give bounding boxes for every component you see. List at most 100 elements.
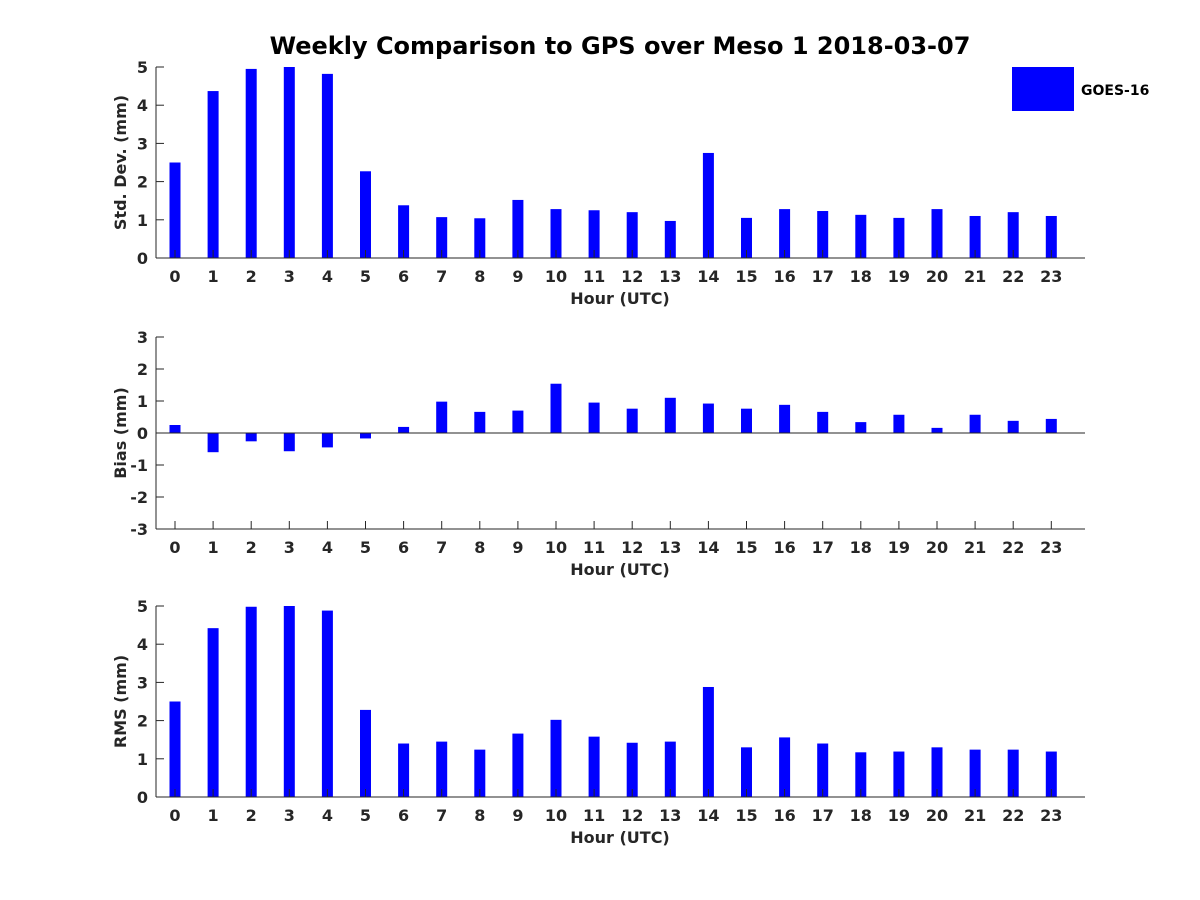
rms-bar-3 bbox=[283, 606, 295, 797]
bias-x-tick-label: 5 bbox=[360, 538, 371, 557]
std-x-tick-label: 12 bbox=[621, 267, 643, 286]
bias-x-tick-label: 10 bbox=[545, 538, 567, 557]
rms-bar-22 bbox=[1007, 749, 1019, 797]
bias-x-tick-label: 16 bbox=[773, 538, 795, 557]
std-bar-11 bbox=[588, 210, 600, 258]
legend-label: GOES-16 bbox=[1081, 83, 1149, 99]
std-bar-4 bbox=[321, 73, 333, 258]
std-x-tick-label: 22 bbox=[1002, 267, 1024, 286]
rms-bar-6 bbox=[398, 743, 410, 797]
bias-y-tick-label: -3 bbox=[130, 520, 148, 539]
bias-y-tick-label: 1 bbox=[137, 392, 148, 411]
bias-bar-0 bbox=[169, 425, 181, 433]
rms-bar-20 bbox=[931, 747, 943, 797]
bias-x-tick-label: 18 bbox=[850, 538, 872, 557]
std-bar-0 bbox=[169, 162, 181, 258]
bias-y-tick-label: 3 bbox=[137, 328, 148, 347]
rms-x-tick-label: 1 bbox=[208, 806, 219, 825]
bias-bar-11 bbox=[588, 402, 600, 433]
bias-x-tick-label: 22 bbox=[1002, 538, 1024, 557]
bias-x-tick-label: 20 bbox=[926, 538, 948, 557]
std-x-tick-label: 15 bbox=[735, 267, 757, 286]
rms-x-tick-label: 9 bbox=[512, 806, 523, 825]
bias-bar-18 bbox=[855, 422, 867, 433]
std-x-axis-label: Hour (UTC) bbox=[570, 289, 670, 308]
rms-x-tick-label: 10 bbox=[545, 806, 567, 825]
std-bar-12 bbox=[626, 212, 638, 258]
bias-x-tick-label: 14 bbox=[697, 538, 719, 557]
std-x-tick-label: 0 bbox=[169, 267, 180, 286]
legend: GOES-16 bbox=[1012, 67, 1149, 111]
rms-y-tick-label: 3 bbox=[137, 673, 148, 692]
std-x-tick-label: 4 bbox=[322, 267, 333, 286]
std-x-tick-label: 10 bbox=[545, 267, 567, 286]
rms-x-axis-label: Hour (UTC) bbox=[570, 828, 670, 847]
bias-bar-10 bbox=[550, 383, 562, 433]
std-bar-15 bbox=[741, 217, 752, 258]
std-x-tick-label: 8 bbox=[474, 267, 485, 286]
rms-x-tick-label: 15 bbox=[735, 806, 757, 825]
rms-bar-7 bbox=[436, 741, 448, 797]
bias-bar-6 bbox=[398, 426, 410, 433]
std-y-tick-label: 4 bbox=[137, 96, 148, 115]
std-x-tick-label: 2 bbox=[246, 267, 257, 286]
bias-bar-20 bbox=[931, 427, 943, 433]
std-x-tick-label: 14 bbox=[697, 267, 719, 286]
std-bar-13 bbox=[664, 220, 676, 258]
rms-bar-12 bbox=[626, 742, 638, 797]
bias-x-tick-label: 13 bbox=[659, 538, 681, 557]
std-x-tick-label: 19 bbox=[888, 267, 910, 286]
bias-x-tick-label: 2 bbox=[246, 538, 257, 557]
rms-bar-10 bbox=[550, 719, 562, 797]
std-x-tick-label: 5 bbox=[360, 267, 371, 286]
bias-bar-13 bbox=[664, 397, 676, 433]
bias-x-tick-label: 9 bbox=[512, 538, 523, 557]
bias-bar-3 bbox=[283, 433, 295, 452]
bias-bar-23 bbox=[1045, 418, 1057, 433]
rms-x-tick-label: 12 bbox=[621, 806, 643, 825]
std-bar-16 bbox=[779, 209, 791, 258]
bias-bar-15 bbox=[741, 408, 752, 433]
std-x-tick-label: 18 bbox=[850, 267, 872, 286]
rms-x-tick-label: 11 bbox=[583, 806, 605, 825]
bias-bar-22 bbox=[1007, 420, 1019, 433]
std-x-tick-label: 17 bbox=[812, 267, 834, 286]
rms-y-tick-label: 5 bbox=[137, 597, 148, 616]
rms-bar-17 bbox=[817, 743, 829, 797]
rms-bar-23 bbox=[1045, 751, 1057, 797]
rms-bar-15 bbox=[741, 747, 752, 797]
bias-y-tick-label: -1 bbox=[130, 456, 148, 475]
bias-bar-17 bbox=[817, 411, 829, 433]
rms-bar-18 bbox=[855, 752, 867, 797]
bias-bar-14 bbox=[702, 403, 714, 433]
std-bar-22 bbox=[1007, 212, 1019, 258]
std-bar-1 bbox=[207, 91, 219, 258]
std-x-tick-label: 11 bbox=[583, 267, 605, 286]
std-bar-9 bbox=[512, 199, 524, 258]
std-x-tick-label: 23 bbox=[1040, 267, 1062, 286]
rms-y-tick-label: 0 bbox=[137, 788, 148, 807]
bias-x-axis-label: Hour (UTC) bbox=[570, 560, 670, 579]
std-y-tick-label: 0 bbox=[137, 249, 148, 268]
rms-bar-21 bbox=[969, 749, 981, 797]
rms-x-tick-label: 3 bbox=[284, 806, 295, 825]
std-bar-19 bbox=[893, 217, 905, 258]
rms-bar-5 bbox=[360, 709, 371, 797]
rms-x-tick-label: 6 bbox=[398, 806, 409, 825]
bias-bar-4 bbox=[321, 433, 333, 448]
rms-bar-16 bbox=[779, 737, 791, 797]
bias-x-tick-label: 4 bbox=[322, 538, 333, 557]
std-bar-2 bbox=[245, 68, 257, 258]
std-bar-18 bbox=[855, 214, 867, 258]
bias-x-tick-label: 7 bbox=[436, 538, 447, 557]
rms-x-tick-label: 19 bbox=[888, 806, 910, 825]
std-y-tick-label: 2 bbox=[137, 173, 148, 192]
rms-x-tick-label: 2 bbox=[246, 806, 257, 825]
rms-x-tick-label: 8 bbox=[474, 806, 485, 825]
rms-x-tick-label: 16 bbox=[773, 806, 795, 825]
figure-title: Weekly Comparison to GPS over Meso 1 201… bbox=[270, 32, 971, 60]
std-bar-8 bbox=[474, 218, 486, 258]
std-x-tick-label: 3 bbox=[284, 267, 295, 286]
rms-x-tick-label: 20 bbox=[926, 806, 948, 825]
